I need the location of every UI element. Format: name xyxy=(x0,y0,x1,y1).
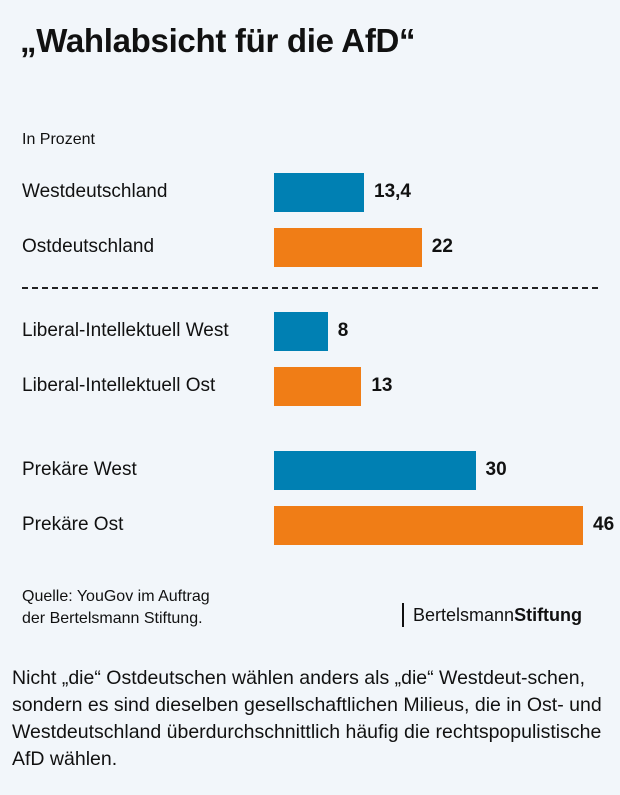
unit-label: In Prozent xyxy=(22,131,95,148)
bertelsmann-logo: BertelsmannStiftung xyxy=(402,603,582,627)
bar-west xyxy=(274,451,476,490)
logo-part-2: Stiftung xyxy=(514,605,583,625)
data-label: 13,4 xyxy=(374,181,411,202)
data-label: 8 xyxy=(337,320,349,341)
category-label: Prekäre Ost xyxy=(22,514,124,535)
category-label: Liberal-Intellektuell West xyxy=(22,320,229,341)
bar-west xyxy=(274,312,328,351)
data-label: 30 xyxy=(485,459,507,480)
chart-title: „Wahlabsicht für die AfD“ xyxy=(20,22,416,59)
bar-ost xyxy=(274,367,362,406)
category-label: Ostdeutschland xyxy=(22,236,155,257)
data-label: 22 xyxy=(431,236,453,257)
data-label: 46 xyxy=(593,514,615,535)
data-label: 13 xyxy=(371,375,393,396)
source-line-1: Quelle: YouGov im Auftrag xyxy=(22,588,210,605)
caption-text: Nicht „die“ Ostdeutschen wählen anders a… xyxy=(12,667,602,770)
bar-ost xyxy=(274,228,422,267)
source-note: Quelle: YouGov im Auftrag der Bertelsman… xyxy=(22,586,210,630)
bar-ost xyxy=(274,506,583,545)
category-label: Liberal-Intellektuell Ost xyxy=(22,375,216,396)
logo-part-1: Bertelsmann xyxy=(413,605,515,625)
category-label: Westdeutschland xyxy=(22,181,168,202)
bar-west xyxy=(274,173,364,212)
dashed-divider xyxy=(22,287,598,289)
category-label: Prekäre West xyxy=(22,459,137,480)
source-line-2: der Bertelsmann Stiftung. xyxy=(22,610,203,627)
